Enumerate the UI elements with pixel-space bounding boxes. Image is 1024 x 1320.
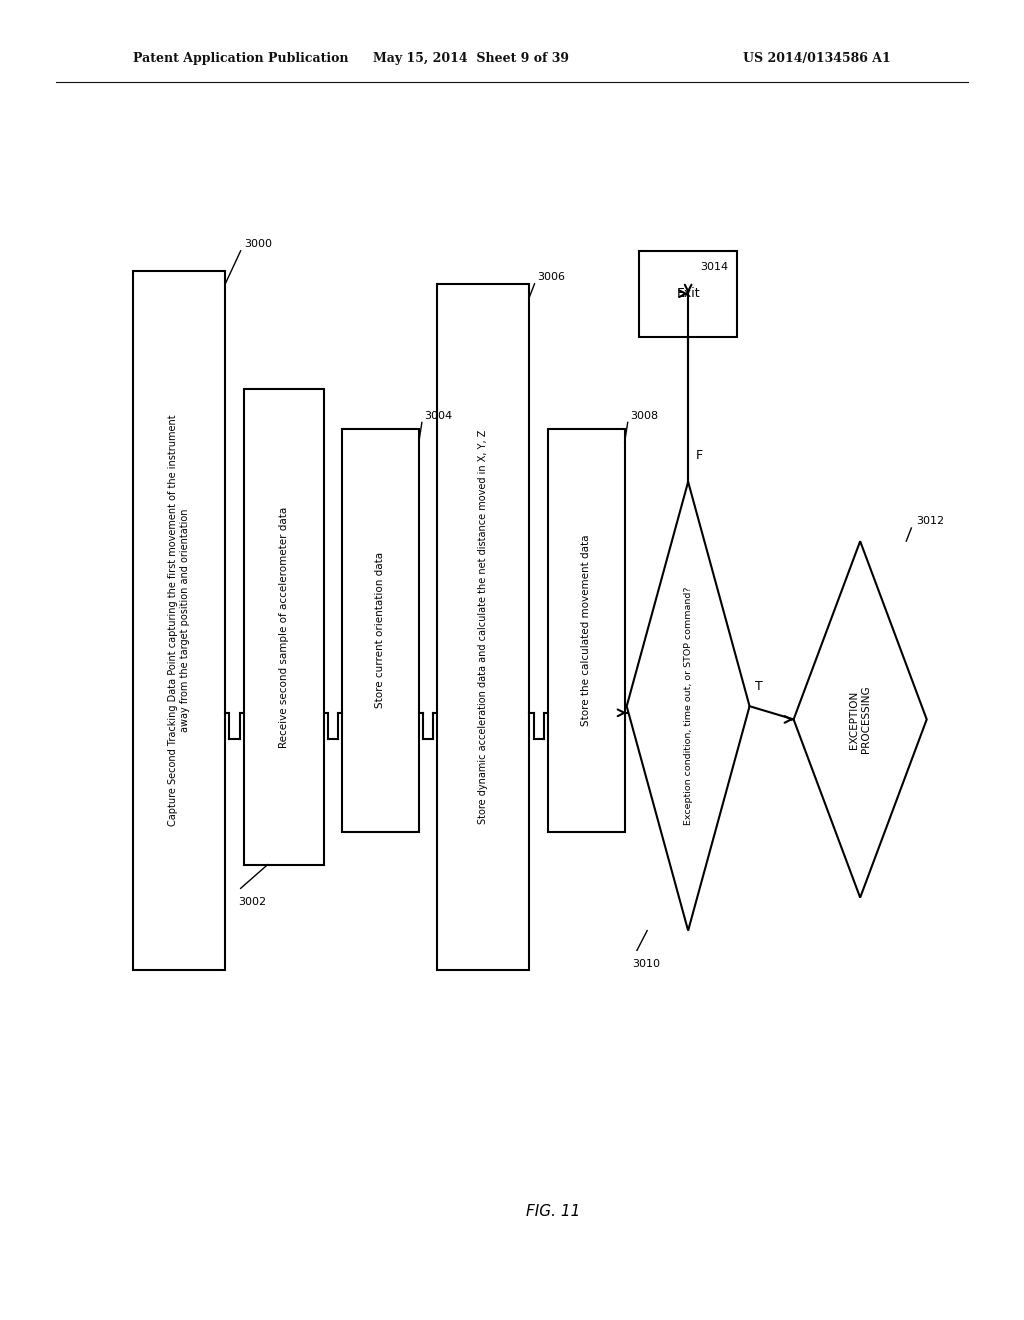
- Text: 3006: 3006: [538, 272, 565, 282]
- Text: May 15, 2014  Sheet 9 of 39: May 15, 2014 Sheet 9 of 39: [373, 51, 569, 65]
- Polygon shape: [794, 541, 927, 898]
- Text: FIG. 11: FIG. 11: [525, 1204, 581, 1220]
- Text: 3004: 3004: [424, 411, 452, 421]
- Text: Receive second sample of accelerometer data: Receive second sample of accelerometer d…: [279, 507, 289, 747]
- Text: 3008: 3008: [630, 411, 657, 421]
- Text: T: T: [755, 680, 763, 693]
- FancyBboxPatch shape: [133, 271, 225, 970]
- Text: Store the calculated movement data: Store the calculated movement data: [582, 535, 591, 726]
- FancyBboxPatch shape: [548, 429, 625, 832]
- Polygon shape: [627, 482, 750, 931]
- FancyBboxPatch shape: [437, 284, 529, 970]
- Text: Patent Application Publication: Patent Application Publication: [133, 51, 348, 65]
- Text: EXCEPTION
PROCESSING: EXCEPTION PROCESSING: [849, 685, 871, 754]
- Text: Store current orientation data: Store current orientation data: [376, 552, 385, 709]
- Text: Store dynamic acceleration data and calculate the net distance moved in X, Y, Z: Store dynamic acceleration data and calc…: [478, 430, 488, 824]
- Text: Capture Second Tracking Data Point capturing the first movement of the instrumen: Capture Second Tracking Data Point captu…: [168, 414, 190, 826]
- FancyBboxPatch shape: [342, 429, 419, 832]
- FancyBboxPatch shape: [639, 251, 737, 337]
- FancyBboxPatch shape: [244, 389, 324, 865]
- Text: 3012: 3012: [916, 516, 944, 527]
- Text: 3010: 3010: [632, 958, 659, 969]
- Text: 3000: 3000: [244, 239, 271, 249]
- Text: F: F: [695, 449, 702, 462]
- Text: 3014: 3014: [700, 263, 728, 272]
- Text: Exit: Exit: [676, 288, 700, 300]
- Text: US 2014/0134586 A1: US 2014/0134586 A1: [743, 51, 891, 65]
- Text: 3002: 3002: [239, 896, 266, 907]
- Text: Exception condition, time out, or STOP command?: Exception condition, time out, or STOP c…: [684, 587, 692, 825]
